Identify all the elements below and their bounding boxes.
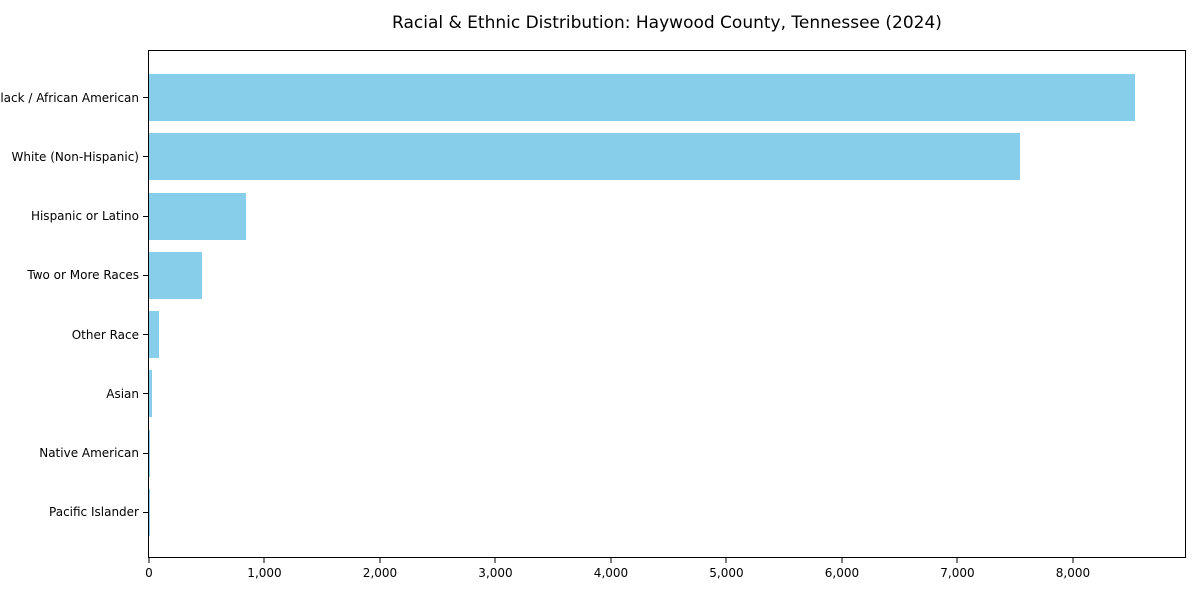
bar-row: Hispanic or Latino	[31, 187, 1185, 246]
y-tick-mark	[143, 334, 149, 336]
y-tick-mark	[143, 215, 149, 217]
y-tick-mark	[143, 156, 149, 158]
bar	[149, 370, 152, 418]
bar	[149, 429, 151, 477]
y-tick-mark	[143, 511, 149, 513]
bar-row: Native American	[39, 424, 1185, 483]
x-tick-mark	[263, 557, 265, 563]
x-tick-mark	[379, 557, 381, 563]
y-tick-mark	[143, 97, 149, 99]
bar-row: Other Race	[72, 305, 1185, 364]
bar-row: Asian	[106, 364, 1185, 423]
category-label: Hispanic or Latino	[30, 209, 139, 224]
bar-row: Two or More Races	[27, 246, 1185, 305]
x-tick-label: 7,000	[940, 566, 975, 580]
category-label: Pacific Islander	[49, 505, 139, 520]
bar-row: Pacific Islander	[49, 483, 1185, 542]
x-tick-label: 3,000	[478, 566, 513, 580]
x-tick-mark	[1072, 557, 1074, 563]
x-tick-label: 1,000	[247, 566, 282, 580]
category-label: Two or More Races	[27, 268, 139, 283]
chart-title: Racial & Ethnic Distribution: Haywood Co…	[392, 13, 942, 33]
bar	[149, 311, 160, 359]
x-tick-mark	[956, 557, 958, 563]
y-tick-mark	[143, 274, 149, 276]
category-label: Native American	[39, 446, 139, 461]
bar	[149, 251, 202, 299]
category-label: Asian	[106, 386, 139, 401]
bar-rows-container: Black / African American White (Non-Hispa…	[0, 51, 1185, 557]
x-tick-label: 5,000	[709, 566, 744, 580]
bar	[149, 192, 247, 240]
x-tick-mark	[841, 557, 843, 563]
x-tick-mark	[610, 557, 612, 563]
bar	[149, 74, 1136, 122]
x-tick-label: 8,000	[1055, 566, 1091, 580]
x-tick-label: 0	[145, 566, 153, 580]
bar-row: White (Non-Hispanic)	[12, 127, 1185, 186]
y-tick-mark	[143, 393, 149, 395]
x-tick-label: 2,000	[362, 566, 398, 580]
x-tick-mark	[725, 557, 727, 563]
x-tick-mark	[148, 557, 150, 563]
x-tick-mark	[494, 557, 496, 563]
plot-area: Black / African American White (Non-Hispa…	[0, 50, 1186, 580]
bar	[149, 133, 1020, 181]
bar-row: Black / African American	[0, 68, 1185, 127]
category-label: White (Non-Hispanic)	[11, 149, 139, 164]
x-tick-label: 4,000	[593, 566, 629, 580]
x-tick-label: 6,000	[824, 566, 860, 580]
y-tick-mark	[143, 452, 149, 454]
category-label: Other Race	[71, 327, 139, 342]
category-label: Black / African American	[0, 90, 139, 105]
